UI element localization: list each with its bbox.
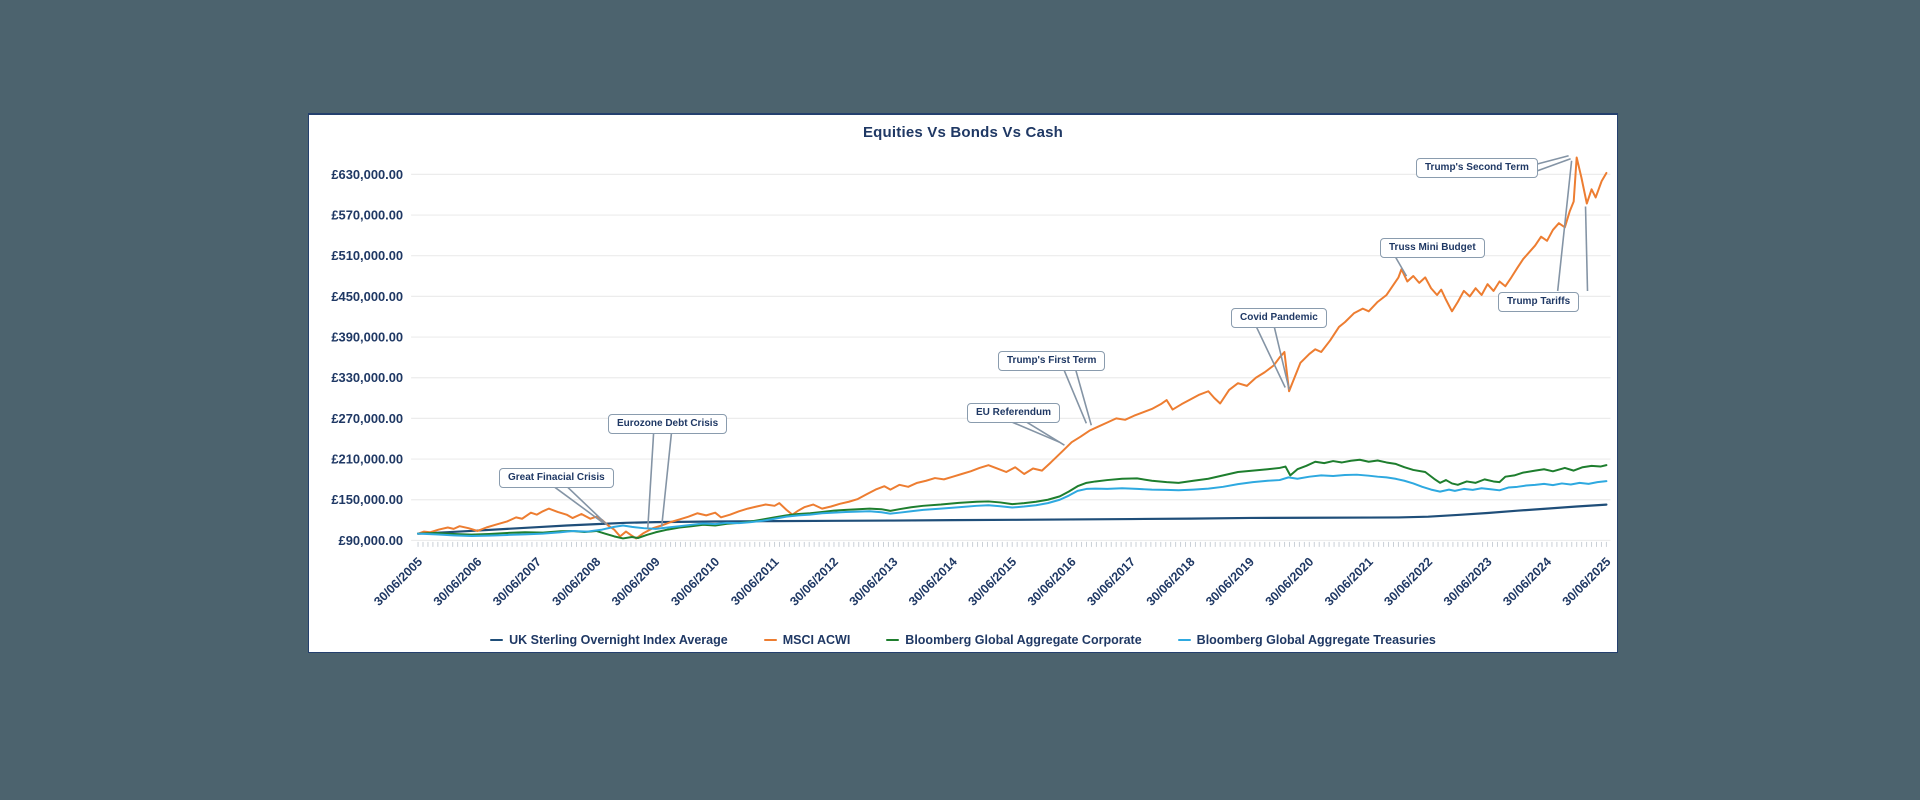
y-tick-label: £150,000.00 <box>331 492 403 507</box>
x-axis-minor-ticks <box>417 541 1607 547</box>
chart-window: Equities Vs Bonds Vs Cash £90,000.00 £150… <box>308 113 1618 653</box>
annotation-pointer-eu-referendum <box>1023 419 1065 446</box>
x-tick-label: 30/06/2010 <box>668 555 722 609</box>
annotation-pointer-trump-s-first-term <box>1062 368 1088 424</box>
y-axis-labels: £90,000.00 £150,000.00 £210,000.00 £270,000… <box>331 167 403 548</box>
x-axis-labels: 30/06/2005 30/06/2006 30/06/2007 30/06/2008… <box>371 555 1613 609</box>
annotation-pointer-great-finacial-crisis <box>549 483 604 524</box>
x-tick-label: 30/06/2022 <box>1381 555 1435 609</box>
y-tick-label: £210,000.00 <box>331 452 403 467</box>
callout-great-finacial-crisis: Great Finacial Crisis <box>499 468 614 488</box>
chart-title: Equities Vs Bonds Vs Cash <box>862 124 1064 141</box>
annotation-pointers <box>549 155 1589 529</box>
callout-truss-mini-budget: Truss Mini Budget <box>1380 238 1485 258</box>
annotation-pointer-covid-pandemic <box>1273 326 1290 390</box>
x-tick-label: 30/06/2014 <box>906 555 960 609</box>
y-tick-label: £630,000.00 <box>331 167 403 182</box>
chart-legend: UK Sterling Overnight Index Average MSCI … <box>309 633 1617 647</box>
x-tick-label: 30/06/2016 <box>1025 555 1079 609</box>
annotation-pointer-trump-tariffs <box>1556 160 1573 292</box>
legend-item-msci-acwi: MSCI ACWI <box>763 633 851 647</box>
legend-label: Bloomberg Global Aggregate Corporate <box>905 633 1142 647</box>
x-tick-label: 30/06/2020 <box>1263 555 1317 609</box>
series-line-bloomberg-global-aggregate-treasuries <box>417 473 1608 538</box>
legend-label: UK Sterling Overnight Index Average <box>509 633 728 647</box>
x-tick-label: 30/06/2019 <box>1203 555 1257 609</box>
annotation-pointer-eurozone-debt-crisis <box>660 431 673 527</box>
legend-item-bloomberg-global-aggregate-corporate: Bloomberg Global Aggregate Corporate <box>886 633 1142 647</box>
y-tick-label: £90,000.00 <box>339 533 404 548</box>
x-tick-label: 30/06/2025 <box>1560 555 1614 609</box>
callout-eurozone-debt-crisis: Eurozone Debt Crisis <box>608 414 728 434</box>
x-tick-label: 30/06/2023 <box>1441 555 1495 609</box>
legend-item-bloomberg-global-aggregate-treasuries: Bloomberg Global Aggregate Treasuries <box>1177 633 1436 647</box>
callout-trump-s-second-term: Trump's Second Term <box>1416 158 1538 178</box>
x-tick-label: 30/06/2013 <box>847 555 901 609</box>
x-tick-label: 30/06/2015 <box>965 555 1019 609</box>
legend-dash-icon <box>490 638 504 642</box>
y-tick-label: £570,000.00 <box>331 208 403 223</box>
x-tick-label: 30/06/2009 <box>609 555 663 609</box>
annotation-pointer-trump-s-first-term <box>1074 368 1093 426</box>
y-tick-label: £270,000.00 <box>331 411 403 426</box>
x-tick-label: 30/06/2008 <box>550 555 604 609</box>
y-tick-label: £450,000.00 <box>331 289 403 304</box>
series-line-uk-sterling-overnight-index-average <box>416 503 1608 535</box>
legend-dash-icon <box>1177 638 1191 642</box>
x-tick-label: 30/06/2011 <box>728 555 781 608</box>
annotation-pointer-truss-mini-budget <box>1394 256 1408 277</box>
legend-dash-icon <box>763 638 777 642</box>
annotation-pointer-eu-referendum <box>1007 419 1060 443</box>
x-tick-label: 30/06/2024 <box>1500 555 1554 609</box>
series-line-msci-acwi <box>417 156 1608 540</box>
callout-trump-tariffs: Trump Tariffs <box>1498 292 1580 312</box>
annotation-pointer-great-finacial-crisis <box>563 483 608 526</box>
x-tick-label: 30/06/2017 <box>1084 555 1138 609</box>
legend-label: Bloomberg Global Aggregate Treasuries <box>1196 633 1436 647</box>
x-tick-label: 30/06/2012 <box>787 555 841 609</box>
legend-item-uk-sterling-overnight-index-average: UK Sterling Overnight Index Average <box>490 633 728 647</box>
callout-trump-s-first-term: Trump's First Term <box>998 351 1106 371</box>
callout-eu-referendum: EU Referendum <box>967 403 1061 423</box>
chart-plot-area: £90,000.00 £150,000.00 £210,000.00 £270,000… <box>331 155 1614 609</box>
legend-label: MSCI ACWI <box>782 633 851 647</box>
x-tick-label: 30/06/2005 <box>371 555 425 609</box>
callout-covid-pandemic: Covid Pandemic <box>1231 308 1327 328</box>
y-tick-label: £510,000.00 <box>331 248 403 263</box>
legend-dash-icon <box>886 638 900 642</box>
series-line-bloomberg-global-aggregate-corporate <box>417 458 1608 540</box>
x-tick-label: 30/06/2021 <box>1322 555 1376 609</box>
x-tick-label: 30/06/2007 <box>490 555 544 609</box>
annotation-pointer-trump-tariffs <box>1584 206 1589 292</box>
series-lines <box>416 156 1608 540</box>
annotation-pointer-eurozone-debt-crisis <box>646 431 655 529</box>
x-tick-label: 30/06/2006 <box>431 555 485 609</box>
annotation-pointer-covid-pandemic <box>1255 326 1286 388</box>
y-tick-label: £330,000.00 <box>331 370 403 385</box>
x-tick-label: 30/06/2018 <box>1144 555 1198 609</box>
y-tick-label: £390,000.00 <box>331 330 403 345</box>
